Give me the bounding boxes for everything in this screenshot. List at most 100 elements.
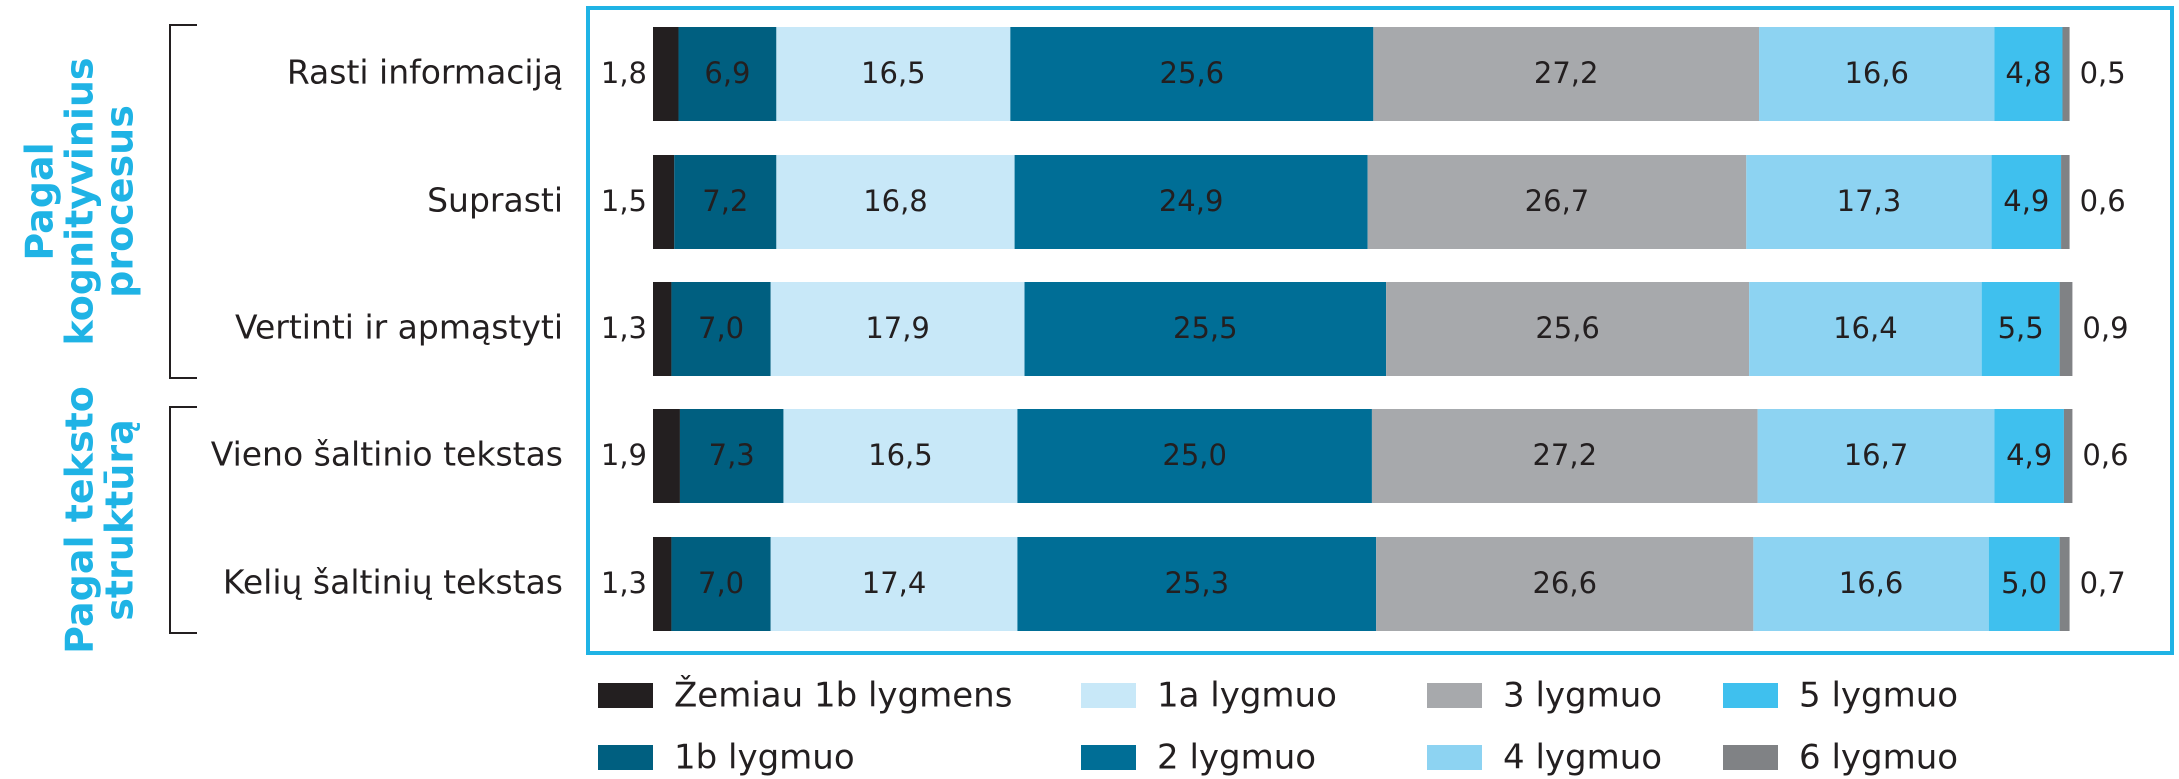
value-label: 5,0 [2001,566,2047,600]
legend-swatch [1427,683,1482,708]
legend-swatch [1723,683,1778,708]
bar-segment [1981,282,2060,376]
category-label: Vertinti ir apmąstyti [235,308,563,347]
legend-label: 6 lygmuo [1799,738,1958,778]
value-label: 1,5 [601,184,647,218]
value-label: 25,6 [1160,56,1225,90]
group-bracket [169,406,197,634]
bar-segment [2059,537,2070,631]
bar-segment [1749,282,1982,376]
bar-segment [1371,409,1758,503]
bar-segment [674,155,777,249]
group-label: procesus [98,105,142,298]
bar-segment [653,409,680,503]
value-label: 7,0 [698,566,744,600]
legend-swatch [1427,745,1482,770]
group-label: Pagal [18,142,62,260]
bar-segment [770,537,1018,631]
plot-frame [586,6,2174,655]
bar-segment [770,282,1025,376]
bar-segment [1376,537,1754,631]
bar-segment [1024,282,1387,376]
value-label: 6,9 [704,56,750,90]
value-label: 16,8 [863,184,928,218]
value-label: 27,2 [1534,56,1599,90]
value-label: 25,6 [1535,311,1600,345]
bar-segment [679,409,784,503]
bar-segment [671,282,771,376]
legend-label: 1a lygmuo [1157,676,1337,716]
bar-segment [653,537,672,631]
bar-segment [1994,27,2063,121]
bar-segment [1991,155,2062,249]
value-label: 4,9 [2003,184,2049,218]
legend-label: 5 lygmuo [1799,676,1958,716]
bar-segment [1367,155,1747,249]
value-label: 16,5 [868,438,933,472]
value-label: 0,6 [2082,438,2128,472]
value-label: 16,6 [1839,566,1904,600]
value-label: 16,6 [1844,56,1909,90]
value-label: 1,9 [601,438,647,472]
value-label: 5,5 [1998,311,2044,345]
bar-segment [1757,409,1995,503]
value-label: 25,5 [1173,311,1238,345]
bar-segment [2059,282,2073,376]
legend-label: 3 lygmuo [1503,676,1662,716]
value-label: 7,2 [702,184,748,218]
value-label: 1,8 [601,56,647,90]
bar-segment [653,282,672,376]
legend-swatch [598,683,653,708]
group-label: Pagal teksto [58,386,102,654]
value-label: 26,6 [1532,566,1597,600]
value-label: 16,4 [1833,311,1898,345]
value-label: 0,6 [2080,184,2126,218]
category-label: Suprasti [427,181,563,220]
value-label: 1,3 [601,566,647,600]
value-label: 27,2 [1532,438,1597,472]
legend-swatch [1081,683,1136,708]
value-label: 17,9 [865,311,930,345]
bar-segment [1746,155,1992,249]
bar-segment [1017,409,1372,503]
bar-segment [678,27,777,121]
legend-label: 4 lygmuo [1503,738,1662,778]
bar-segment [776,27,1011,121]
group-label: struktūrą [98,419,142,620]
bar-segment [2061,155,2070,249]
value-label: 4,9 [2006,438,2052,472]
value-label: 17,4 [862,566,927,600]
value-label: 0,7 [2080,566,2126,600]
bar-segment [776,155,1015,249]
value-label: 7,3 [709,438,755,472]
category-label: Kelių šaltinių tekstas [223,563,563,602]
value-label: 16,7 [1844,438,1909,472]
value-label: 1,3 [601,311,647,345]
bar-segment [1988,537,2060,631]
value-label: 16,5 [861,56,926,90]
value-label: 25,3 [1165,566,1230,600]
value-label: 25,0 [1162,438,1227,472]
legend-swatch [1723,745,1778,770]
bar-segment [783,409,1018,503]
legend-label: 1b lygmuo [674,738,855,778]
bar-segment [1014,155,1368,249]
group-label: kognityvinius [58,57,102,345]
bar-segment [671,537,771,631]
bar-segment [1010,27,1374,121]
bar-segment [653,27,679,121]
legend-label: Žemiau 1b lygmens [674,675,1012,716]
group-bracket [169,24,197,379]
bar-segment [2062,27,2070,121]
category-label: Rasti informaciją [287,53,563,92]
legend-label: 2 lygmuo [1157,738,1316,778]
value-label: 17,3 [1837,184,1902,218]
value-label: 7,0 [698,311,744,345]
bar-segment [1759,27,1995,121]
bar-segment [1753,537,1989,631]
bar-segment [1017,537,1377,631]
bar-segment [653,155,675,249]
bar-segment [1373,27,1760,121]
category-label: Vieno šaltinio tekstas [211,435,563,474]
value-label: 4,8 [2005,56,2051,90]
